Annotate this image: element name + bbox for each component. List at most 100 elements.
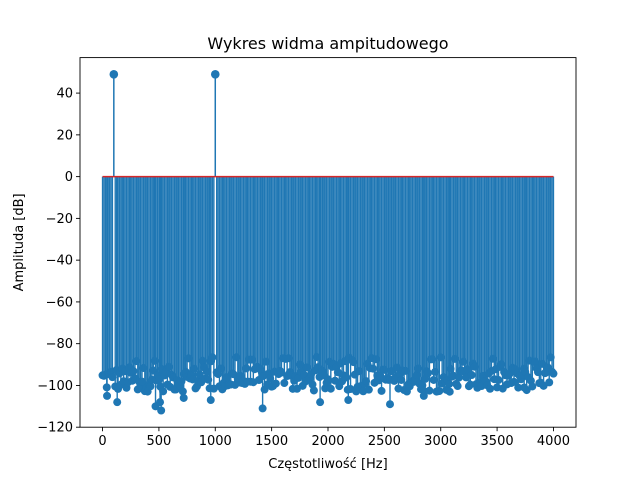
- noise-marker: [380, 365, 389, 374]
- peak-marker: [109, 70, 119, 79]
- noise-marker: [428, 355, 437, 364]
- noise-marker: [494, 375, 503, 384]
- noise-marker: [247, 355, 256, 364]
- noise-marker: [377, 386, 386, 395]
- noise-marker: [195, 370, 204, 379]
- noise-marker: [545, 378, 554, 387]
- noise-marker: [344, 396, 353, 405]
- noise-marker: [190, 364, 199, 373]
- noise-marker: [262, 357, 270, 366]
- noise-marker: [150, 356, 159, 365]
- y-tick-label: 40: [56, 87, 73, 102]
- x-axis-label: Częstotliwość [Hz]: [268, 457, 387, 472]
- noise-marker: [549, 369, 558, 378]
- noise-marker: [198, 356, 207, 365]
- noise-marker: [159, 387, 168, 396]
- noise-marker: [295, 360, 304, 369]
- noise-marker: [164, 362, 173, 371]
- noise-marker: [280, 379, 289, 388]
- noise-marker: [514, 383, 523, 392]
- noise-marker: [177, 377, 186, 386]
- noise-marker: [271, 379, 280, 388]
- noise-marker: [309, 386, 318, 395]
- noise-marker: [206, 396, 215, 405]
- noise-marker: [429, 375, 438, 384]
- axes-frame: [79, 57, 577, 428]
- noise-marker: [146, 382, 155, 391]
- noise-marker: [419, 391, 428, 400]
- noise-marker: [369, 364, 378, 373]
- noise-marker: [132, 357, 141, 366]
- noise-marker: [232, 353, 241, 362]
- noise-marker: [371, 355, 380, 364]
- noise-marker: [425, 386, 434, 395]
- noise-marker: [326, 384, 335, 393]
- noise-marker: [445, 387, 454, 396]
- x-tick-label: 1500: [255, 434, 288, 449]
- noise-marker: [455, 373, 464, 382]
- y-tick-label: 20: [56, 128, 73, 143]
- y-tick-label: −80: [46, 337, 73, 352]
- noise-marker: [431, 367, 440, 376]
- y-tick-label: −120: [37, 421, 73, 436]
- noise-marker: [139, 364, 148, 373]
- noise-marker: [470, 362, 479, 371]
- noise-marker: [531, 357, 540, 366]
- noise-marker: [342, 373, 351, 382]
- noise-marker: [312, 353, 321, 362]
- noise-marker: [436, 353, 445, 362]
- x-tick-label: 500: [146, 434, 171, 449]
- noise-marker: [397, 375, 406, 384]
- noise-marker: [154, 375, 163, 384]
- noise-marker: [412, 370, 421, 379]
- y-tick-label: −60: [46, 295, 73, 310]
- noise-marker: [102, 383, 111, 392]
- noise-marker: [324, 375, 332, 384]
- noise-marker: [138, 377, 146, 386]
- y-tick-label: −100: [37, 379, 73, 394]
- noise-marker: [258, 404, 267, 413]
- noise-marker: [156, 398, 165, 407]
- x-tick-label: 3500: [481, 434, 514, 449]
- noise-marker: [546, 353, 555, 362]
- y-tick-label: 0: [65, 170, 73, 185]
- noise-marker: [349, 358, 358, 367]
- noise-marker: [520, 383, 529, 392]
- noise-marker: [466, 380, 475, 389]
- noise-marker: [266, 374, 275, 383]
- noise-marker: [497, 360, 506, 369]
- noise-marker: [533, 368, 542, 377]
- noise-marker: [108, 373, 117, 382]
- y-tick-label: −40: [46, 254, 73, 269]
- noise-marker: [302, 363, 311, 372]
- noise-marker: [284, 354, 293, 363]
- noise-marker: [450, 354, 459, 363]
- noise-marker: [362, 377, 371, 386]
- x-tick-label: 4000: [537, 434, 570, 449]
- noise-marker: [331, 376, 340, 385]
- noise-marker: [463, 365, 472, 374]
- noise-marker: [510, 377, 518, 386]
- noise-marker: [435, 387, 444, 396]
- noise-marker: [445, 380, 454, 389]
- noise-marker: [414, 364, 423, 373]
- noise-marker: [129, 367, 138, 376]
- noise-marker: [424, 369, 433, 378]
- noise-marker: [364, 385, 373, 394]
- noise-marker: [179, 393, 188, 402]
- noise-marker: [184, 354, 193, 363]
- x-tick-label: 0: [98, 434, 106, 449]
- noise-marker: [401, 366, 410, 375]
- x-tick-label: 1000: [199, 434, 232, 449]
- noise-marker: [157, 406, 166, 415]
- noise-marker: [467, 371, 476, 380]
- y-axis-label: Amplituda [dB]: [12, 193, 27, 291]
- noise-marker: [528, 382, 537, 391]
- noise-marker: [103, 391, 112, 400]
- noise-marker: [202, 367, 211, 376]
- noise-marker: [453, 382, 462, 391]
- noise-marker: [204, 375, 213, 384]
- noise-marker: [446, 364, 455, 373]
